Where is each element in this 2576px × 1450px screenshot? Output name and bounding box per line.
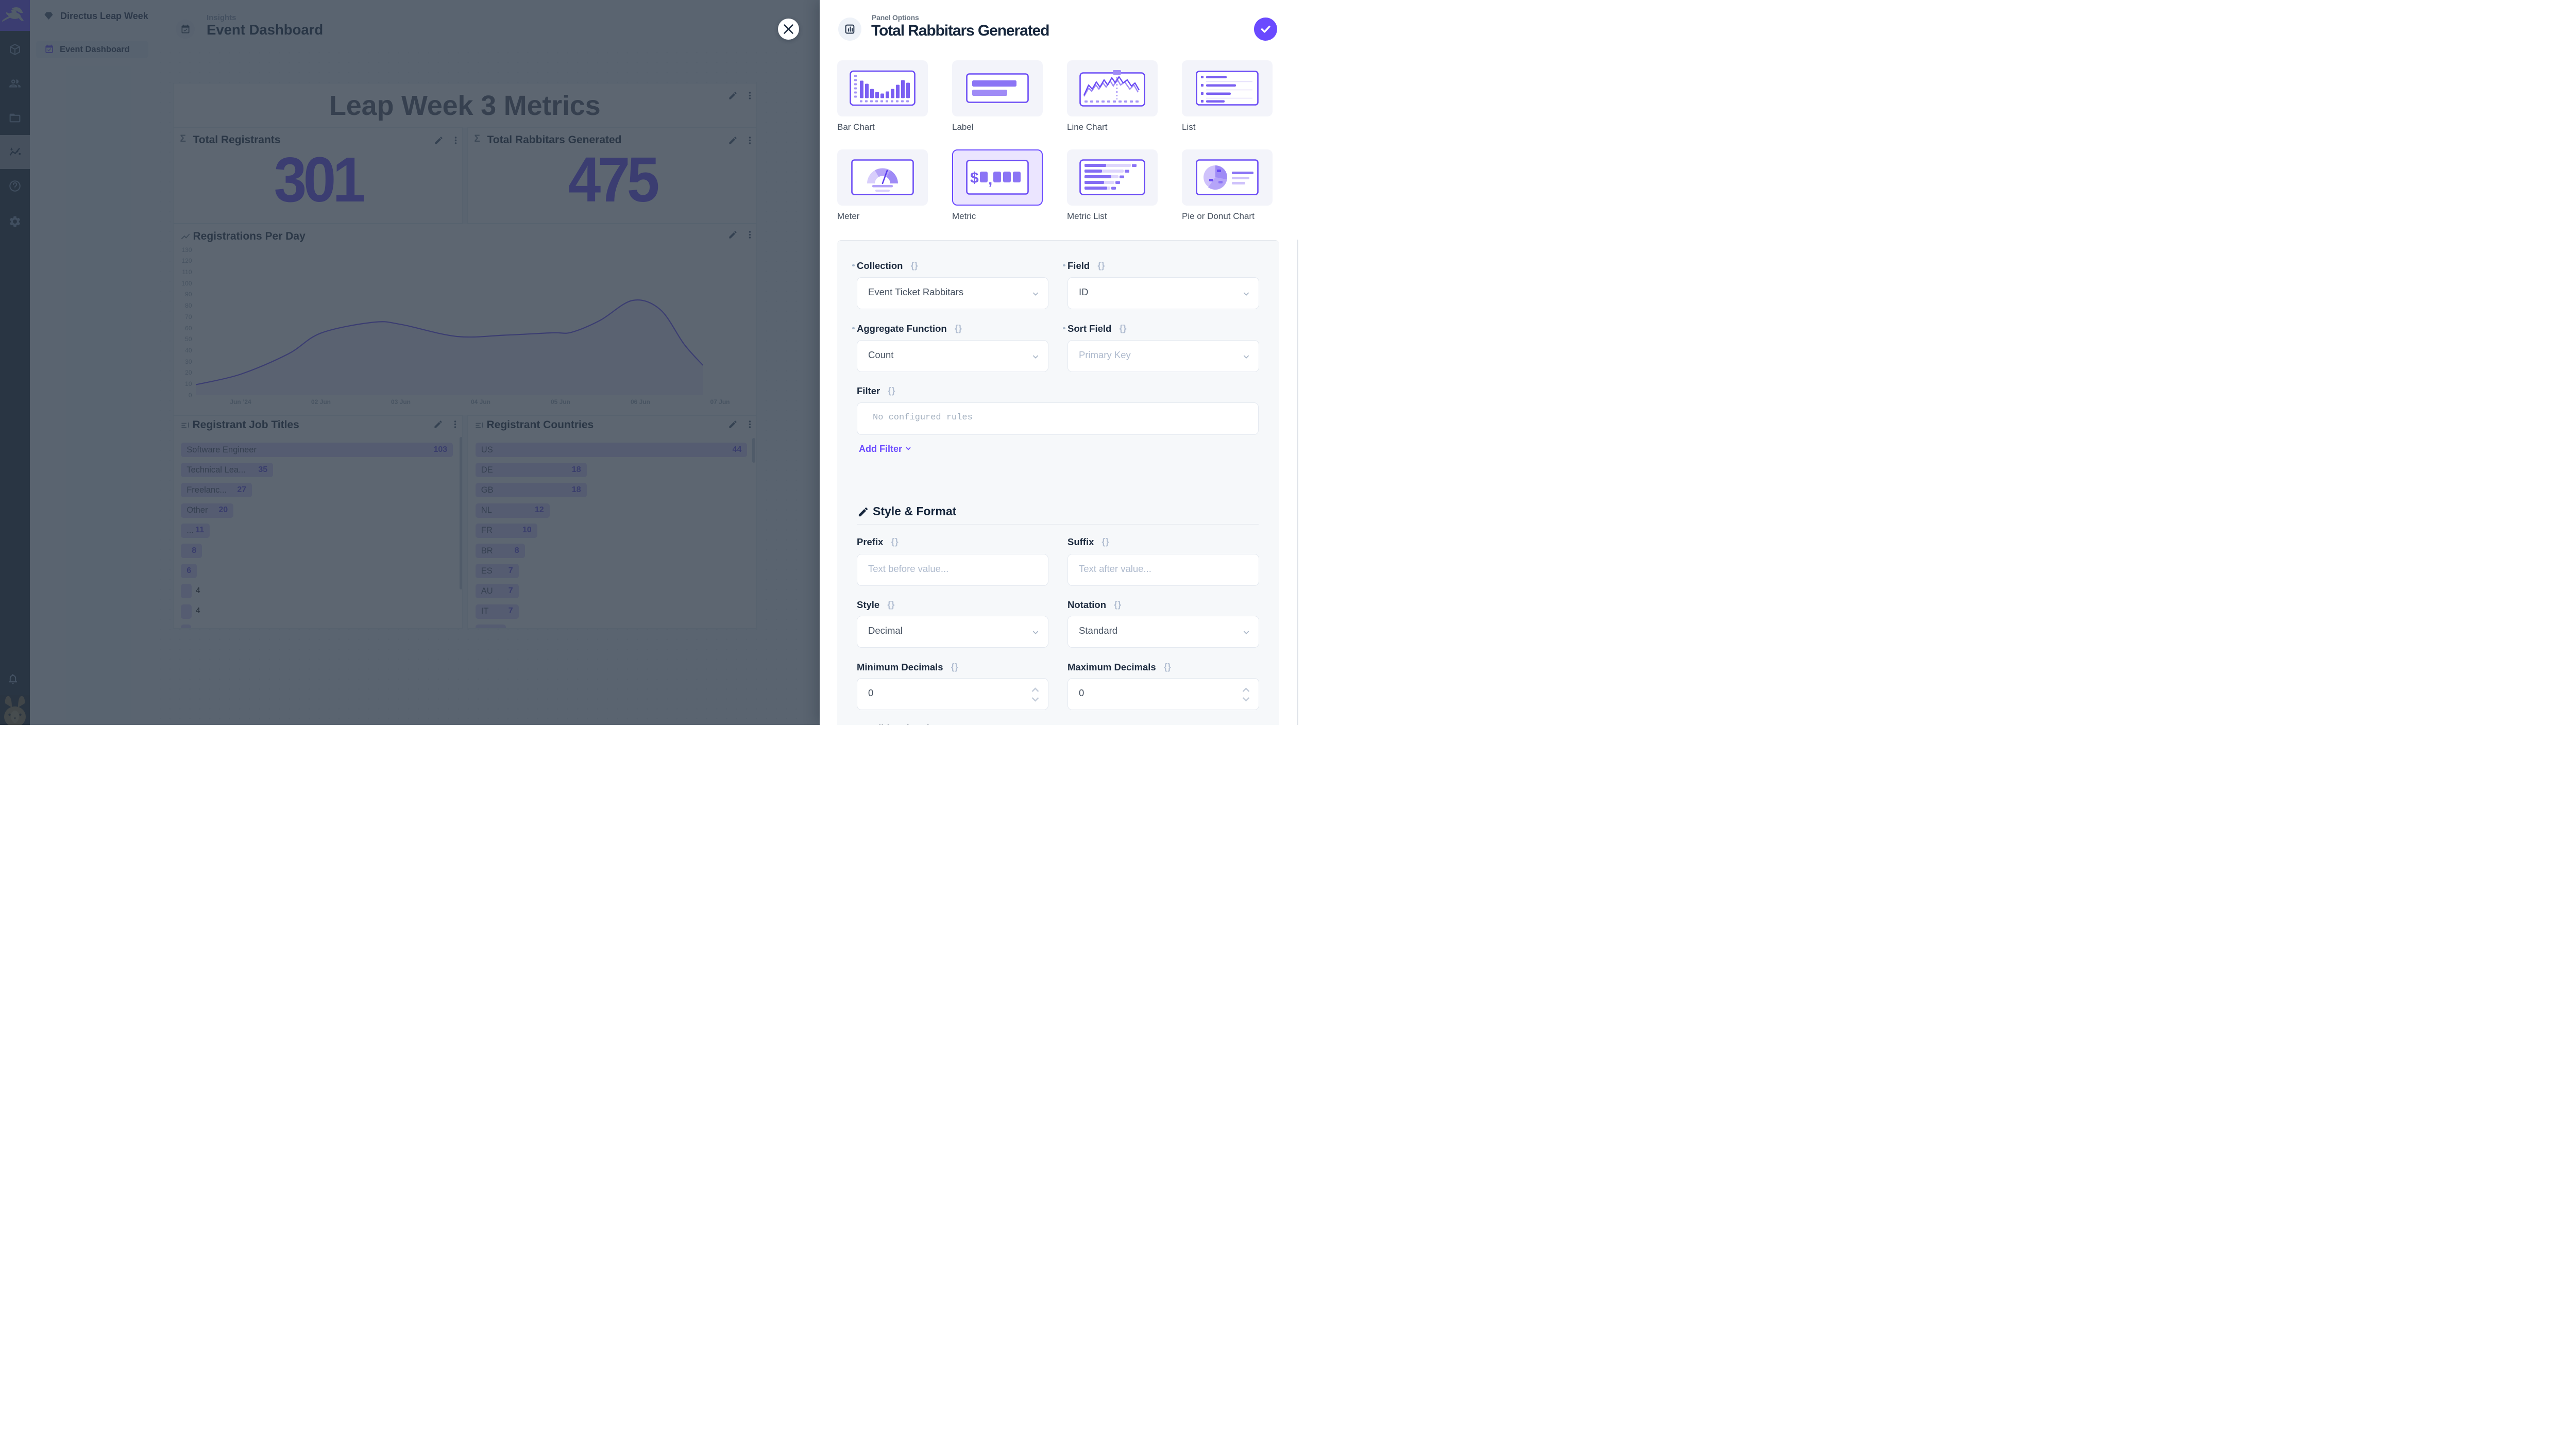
svg-text:$: $ — [970, 170, 979, 187]
svg-text:,: , — [988, 171, 992, 188]
